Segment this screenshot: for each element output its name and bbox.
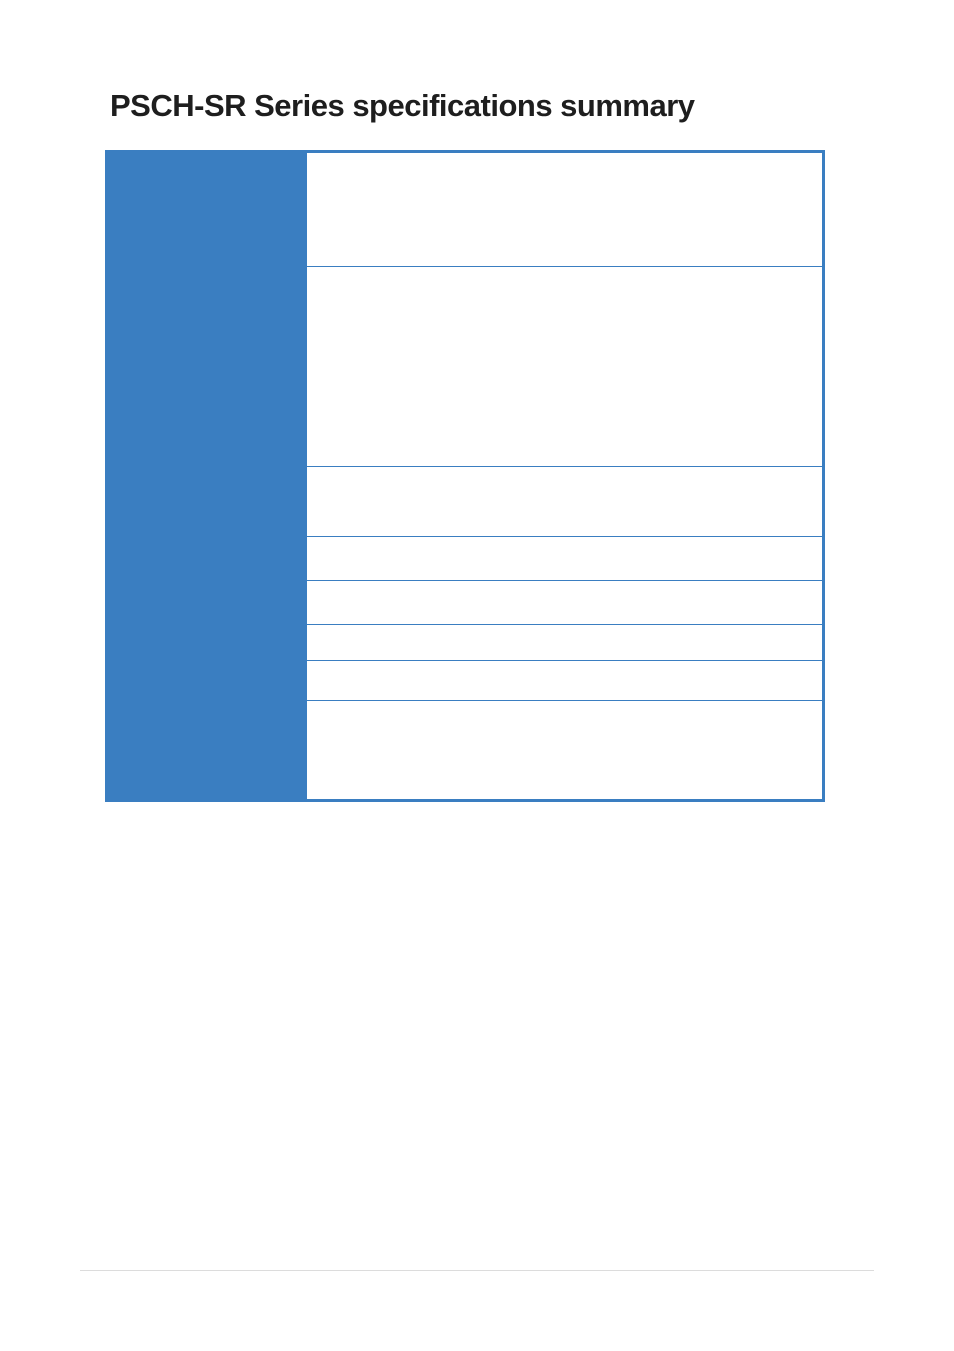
spec-value-cell: [307, 152, 824, 267]
table-row: [107, 267, 824, 467]
table-row: [107, 152, 824, 267]
spec-label-cell: [107, 625, 307, 661]
spec-value-cell: [307, 661, 824, 701]
spec-label-cell: [107, 267, 307, 467]
spec-value-cell: [307, 581, 824, 625]
table-row: [107, 467, 824, 537]
table-row: [107, 661, 824, 701]
spec-value-cell: [307, 701, 824, 801]
spec-label-cell: [107, 701, 307, 801]
spec-value-cell: [307, 625, 824, 661]
footer-divider: [80, 1270, 874, 1271]
table-row: [107, 625, 824, 661]
table-row: [107, 701, 824, 801]
spec-label-cell: [107, 537, 307, 581]
spec-label-cell: [107, 581, 307, 625]
spec-label-cell: [107, 152, 307, 267]
spec-value-cell: [307, 267, 824, 467]
table-row: [107, 537, 824, 581]
spec-label-cell: [107, 661, 307, 701]
page-container: PSCH-SR Series specifications summary: [0, 0, 954, 802]
page-title: PSCH-SR Series specifications summary: [110, 88, 849, 124]
specifications-table: [105, 150, 825, 802]
table-row: [107, 581, 824, 625]
spec-value-cell: [307, 537, 824, 581]
spec-label-cell: [107, 467, 307, 537]
spec-value-cell: [307, 467, 824, 537]
